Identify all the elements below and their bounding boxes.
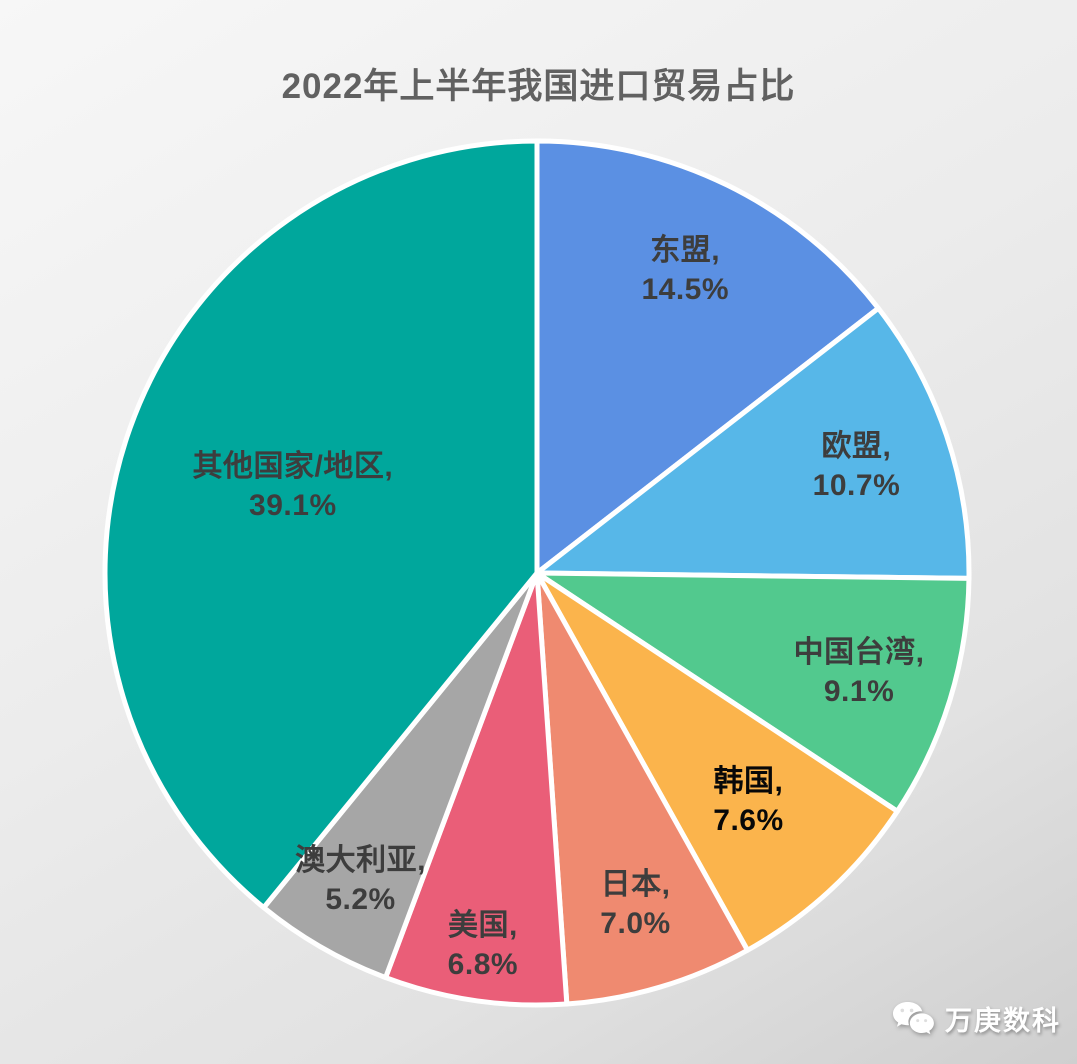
slice-label-美国: 美国, 6.8% xyxy=(447,908,519,981)
slice-label-其他国家/地区: 其他国家/地区, 39.1% xyxy=(192,449,394,522)
slice-label-日本: 日本, 7.0% xyxy=(600,868,671,941)
pie-slice-中国台湾 xyxy=(534,570,972,814)
pie-chart: 东盟, 14.5% 欧盟, 10.7% 中国台湾, 9.1% 韩国, 7.6% 日本, 7.0% 美… xyxy=(97,133,977,1013)
pie-slice-日本 xyxy=(534,570,750,1007)
watermark: 万庚数科 xyxy=(892,999,1061,1038)
pie-slice-韩国 xyxy=(534,570,900,953)
slice-label-澳大利亚: 澳大利亚, 5.2% xyxy=(295,844,426,917)
pie-svg xyxy=(102,138,972,1008)
wechat-icon xyxy=(892,1001,936,1037)
slice-label-欧盟: 欧盟, 10.7% xyxy=(812,429,901,502)
watermark-text: 万庚数科 xyxy=(945,1006,1061,1036)
slice-label-韩国: 韩国, 7.6% xyxy=(713,765,784,838)
pie-slice-其他国家/地区 xyxy=(102,138,540,911)
slice-label-中国台湾: 中国台湾, 9.1% xyxy=(793,636,925,709)
pie-slice-澳大利亚 xyxy=(261,570,540,981)
pie-slice-欧盟 xyxy=(534,305,972,581)
pie-slice-美国 xyxy=(383,570,570,1008)
slice-label-东盟: 东盟, 14.5% xyxy=(641,234,730,307)
chart-title: 2022年上半年我国进口贸易占比 xyxy=(281,67,796,106)
pie-slice-东盟 xyxy=(534,138,881,576)
